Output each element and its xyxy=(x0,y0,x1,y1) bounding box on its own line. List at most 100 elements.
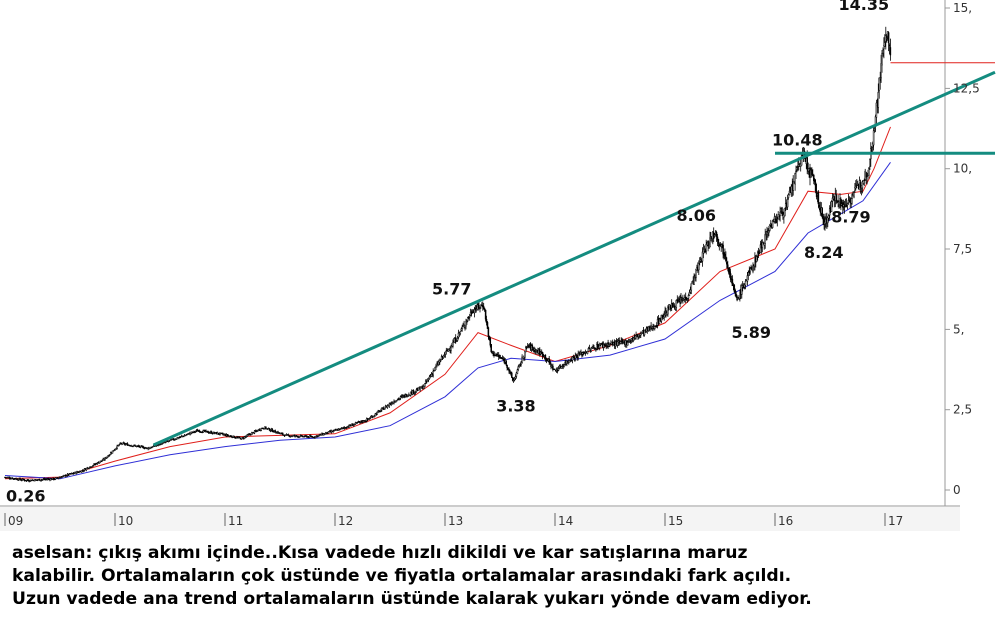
price-candle xyxy=(766,226,768,241)
price-candle xyxy=(552,363,554,372)
y-tick-label: 2,5 xyxy=(953,403,972,417)
price-candle xyxy=(884,34,886,47)
price-candle xyxy=(715,230,718,242)
price-candle xyxy=(61,476,63,478)
price-candle xyxy=(295,435,298,437)
price-candle xyxy=(457,329,460,340)
price-candle xyxy=(327,431,330,434)
price-candle xyxy=(705,239,707,255)
price-candle xyxy=(439,358,442,362)
price-candle xyxy=(597,341,599,351)
price-candle xyxy=(176,437,178,440)
price-candle xyxy=(837,194,839,208)
price-candle xyxy=(749,267,751,275)
price-candle xyxy=(717,238,720,248)
price-candle xyxy=(654,325,656,331)
price-candle xyxy=(38,478,41,481)
price-candle xyxy=(118,444,120,447)
moving-averages xyxy=(4,126,891,480)
price-annotation: 0.26 xyxy=(6,487,45,506)
price-candle xyxy=(28,480,31,483)
price-candle xyxy=(549,360,551,365)
price-candle xyxy=(875,99,878,124)
price-candle xyxy=(474,304,477,313)
price-candle xyxy=(626,340,629,346)
price-candle xyxy=(274,429,276,433)
caption: aselsan: çıkış akımı içinde..Kısa vadede… xyxy=(12,542,992,611)
price-candle xyxy=(577,350,579,361)
price-candle xyxy=(734,288,736,297)
price-candle xyxy=(649,325,651,332)
caption-line-1: aselsan: çıkış akımı içinde..Kısa vadede… xyxy=(12,543,748,563)
x-tick-label: 16 xyxy=(778,514,793,528)
price-candle xyxy=(710,232,712,242)
price-candle xyxy=(170,438,173,441)
price-candle xyxy=(729,268,732,283)
price-candle xyxy=(771,219,774,229)
price-candle xyxy=(548,356,550,365)
price-candle xyxy=(827,213,830,222)
price-candle xyxy=(194,430,197,433)
price-candle xyxy=(850,197,852,208)
price-candle xyxy=(482,301,484,311)
price-candle xyxy=(281,432,284,436)
price-candle xyxy=(590,347,592,353)
price-candle xyxy=(813,173,815,185)
price-candle xyxy=(245,435,247,438)
y-tick-label: 7,5 xyxy=(953,242,972,256)
price-candle xyxy=(814,179,817,194)
price-candle xyxy=(586,350,589,355)
price-candle xyxy=(873,126,876,133)
price-candle xyxy=(755,254,758,263)
price-candle xyxy=(309,434,312,437)
price-candle xyxy=(859,179,862,194)
price-candle xyxy=(588,344,591,350)
price-candle xyxy=(862,180,865,185)
price-candle xyxy=(467,316,469,322)
price-candle xyxy=(792,175,794,196)
price-annotation: 5.77 xyxy=(432,280,471,299)
price-candle xyxy=(423,384,425,390)
price-candle xyxy=(539,347,541,357)
price-candle xyxy=(602,341,605,351)
price-candle xyxy=(461,324,463,332)
price-candle xyxy=(8,476,11,480)
price-candle xyxy=(769,223,771,232)
price-candle xyxy=(388,402,391,408)
price-candle xyxy=(54,477,57,480)
price-candle xyxy=(779,206,781,222)
x-axis-band xyxy=(0,507,960,531)
price-candle xyxy=(459,330,462,336)
price-candle xyxy=(582,351,584,357)
price-candle xyxy=(243,436,246,440)
price-candle xyxy=(524,350,526,361)
price-candle xyxy=(507,367,509,370)
price-candle xyxy=(812,169,814,177)
price-candle xyxy=(210,430,213,434)
x-tick-label: 13 xyxy=(448,514,463,528)
price-candle xyxy=(263,428,265,430)
caption-line-3: Uzun vadede ana trend ortalamaların üstü… xyxy=(12,589,812,609)
price-candle xyxy=(396,399,398,402)
price-annotation: 8.79 xyxy=(831,208,870,227)
price-candle xyxy=(142,445,145,449)
price-candle xyxy=(853,191,855,199)
price-candle xyxy=(662,313,664,320)
price-candle xyxy=(695,268,697,282)
price-candle xyxy=(712,227,715,243)
x-tick-label: 10 xyxy=(118,514,133,528)
price-candle xyxy=(486,321,489,329)
price-candle xyxy=(587,346,590,352)
price-candle xyxy=(496,353,498,357)
price-candle xyxy=(525,345,527,353)
price-candle xyxy=(104,457,106,461)
price-candle xyxy=(444,351,447,358)
price-candle xyxy=(438,359,440,367)
price-candle xyxy=(815,183,818,200)
price-candle xyxy=(784,207,786,217)
price-candle xyxy=(116,444,118,450)
price-candle xyxy=(85,467,88,472)
price-candle xyxy=(179,435,181,439)
price-candle xyxy=(726,257,728,269)
price-candle xyxy=(638,334,640,339)
